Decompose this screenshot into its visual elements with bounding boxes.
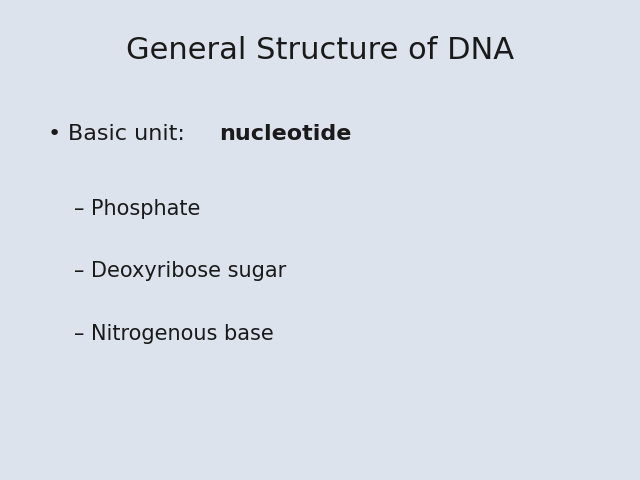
Text: General Structure of DNA: General Structure of DNA [126,36,514,65]
Text: Basic unit:: Basic unit: [68,124,200,144]
Text: •: • [48,124,61,144]
Text: – Phosphate: – Phosphate [74,199,200,219]
Text: nucleotide: nucleotide [219,124,351,144]
Text: – Deoxyribose sugar: – Deoxyribose sugar [74,261,286,281]
Text: – Nitrogenous base: – Nitrogenous base [74,324,273,344]
